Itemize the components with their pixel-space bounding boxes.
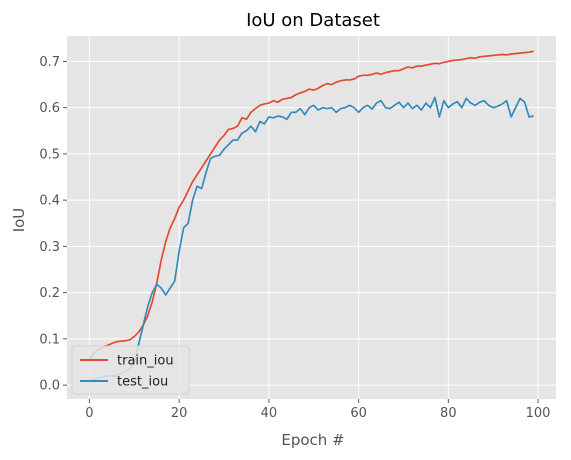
y-tick-label: 0.1 [39,332,60,347]
x-tick-label: 100 [526,406,551,421]
y-axis-ticks: 0.0 0.1 0.2 0.3 0.4 0.5 0.6 0.7 [39,55,67,394]
chart-title: IoU on Dataset [246,10,380,31]
y-tick-label: 0.3 [39,240,60,255]
y-tick-label: 0.5 [39,147,60,162]
x-tick-label: 40 [261,406,278,421]
x-axis-label: Epoch # [281,431,344,449]
x-tick-label: 0 [85,406,93,421]
y-tick-label: 0.0 [39,379,60,394]
y-tick-label: 0.6 [39,101,60,116]
y-tick-label: 0.2 [39,286,60,301]
legend-label-test_iou: test_iou [117,375,168,390]
x-tick-label: 60 [350,406,367,421]
legend-label-train_iou: train_iou [117,354,174,369]
y-tick-label: 0.4 [39,194,60,209]
legend: train_iou test_iou [71,345,190,395]
x-tick-label: 80 [440,406,457,421]
series-line-train_iou [88,50,534,361]
y-axis-label: IoU [10,208,28,233]
series-layer [88,50,534,382]
x-tick-label: 20 [171,406,188,421]
series-line-test_iou [89,96,534,382]
x-axis-ticks: 0 20 40 60 80 100 [85,399,550,421]
grid [67,36,556,399]
y-tick-label: 0.7 [39,55,60,70]
